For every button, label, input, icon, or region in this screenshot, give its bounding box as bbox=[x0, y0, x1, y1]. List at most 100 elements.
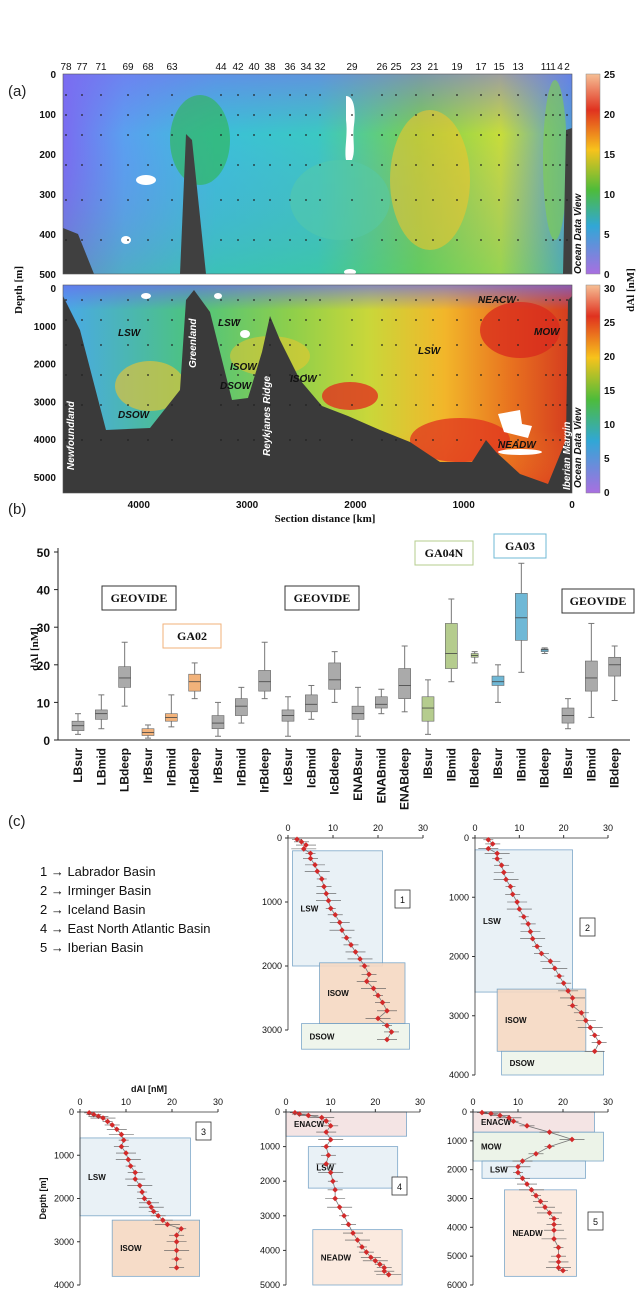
sample-dot bbox=[65, 299, 67, 301]
profile-point bbox=[336, 1204, 343, 1210]
boxplot-box bbox=[305, 684, 318, 720]
sample-dot bbox=[456, 114, 458, 116]
boxplot-iqr bbox=[118, 666, 131, 688]
profile-point bbox=[515, 1169, 521, 1176]
profile-ytick-label: 2000 bbox=[447, 1165, 467, 1175]
sample-dot bbox=[351, 299, 353, 301]
panel-a-xlabel: Section distance [km] bbox=[275, 513, 376, 525]
sample-dot bbox=[498, 374, 500, 376]
sample-dot bbox=[289, 164, 291, 166]
label-reykjanes-ridge: Reykjanes Ridge bbox=[262, 376, 273, 456]
profile-point bbox=[591, 1032, 598, 1039]
sample-dot bbox=[220, 94, 222, 96]
sample-dot bbox=[480, 134, 482, 136]
profile-point bbox=[354, 1237, 361, 1243]
sample-dot bbox=[395, 374, 397, 376]
sample-dot bbox=[517, 374, 519, 376]
sample-dot bbox=[432, 114, 434, 116]
profile-point bbox=[555, 1253, 562, 1259]
boxplot-category-label: IcBdeep bbox=[328, 748, 342, 795]
bottom-depth-tick: 4000 bbox=[34, 435, 57, 446]
boxplot-iqr bbox=[258, 670, 271, 692]
station-number: 63 bbox=[166, 62, 178, 73]
sample-dot bbox=[415, 134, 417, 136]
water-mass-box bbox=[301, 1023, 410, 1050]
sample-dot bbox=[65, 319, 67, 321]
profile-ytick-label: 1000 bbox=[54, 1150, 74, 1160]
panel-c-label: (c) bbox=[8, 813, 26, 830]
sample-dot bbox=[498, 344, 500, 346]
sample-dot bbox=[545, 299, 547, 301]
basin-legend-line: 1 → Labrador Basin bbox=[40, 864, 156, 879]
sample-dot bbox=[269, 134, 271, 136]
boxplot-ylabel: dAl [nM] bbox=[29, 627, 41, 671]
profile-point bbox=[323, 1143, 330, 1150]
boxplot-box bbox=[235, 686, 248, 724]
station-number: 23 bbox=[410, 62, 422, 73]
sample-dot bbox=[171, 319, 173, 321]
boxplot-iqr bbox=[188, 673, 201, 692]
group-label: GEOVIDE bbox=[570, 594, 627, 608]
boxplot-category-labels: LBsur LBmid LBdeep IrBsur IrBmid IrBdeep IrBsu… bbox=[71, 748, 622, 810]
boxplot-category-label: IBdeep bbox=[538, 748, 552, 788]
sample-dot bbox=[237, 404, 239, 406]
bottom-depth-tick: 5000 bbox=[34, 473, 57, 484]
boxplot-ytick-label: 40 bbox=[37, 584, 51, 598]
profile-ytick-label: 3000 bbox=[260, 1211, 280, 1221]
sample-dot bbox=[381, 134, 383, 136]
profile-point bbox=[514, 899, 520, 905]
sample-dot bbox=[498, 439, 500, 441]
sample-dot bbox=[566, 94, 568, 96]
station-number: 34 bbox=[300, 62, 312, 73]
profile-xtick-label: 20 bbox=[370, 1097, 380, 1107]
profile-point bbox=[323, 890, 330, 897]
sample-dot bbox=[127, 199, 129, 201]
water-mass-label: MOW bbox=[481, 1143, 502, 1152]
sample-dot bbox=[395, 439, 397, 441]
profile-point bbox=[507, 883, 514, 890]
sample-dot bbox=[566, 404, 568, 406]
profile-point bbox=[524, 1123, 530, 1129]
sample-dot bbox=[171, 344, 173, 346]
sample-dot bbox=[220, 344, 222, 346]
water-mass-box bbox=[307, 1146, 399, 1189]
profile-point bbox=[323, 1118, 330, 1124]
profile-point bbox=[551, 1215, 557, 1222]
sample-dot bbox=[351, 239, 353, 241]
colorbar-top bbox=[585, 73, 601, 275]
sample-dot bbox=[498, 319, 500, 321]
station-number: 25 bbox=[390, 62, 402, 73]
sample-dot bbox=[81, 114, 83, 116]
profile-ytick-label: 0 bbox=[275, 1107, 280, 1117]
sample-dot bbox=[147, 134, 149, 136]
sample-dot bbox=[351, 404, 353, 406]
profile-point bbox=[178, 1225, 185, 1232]
station-number: 21 bbox=[427, 62, 439, 73]
sample-dot bbox=[171, 404, 173, 406]
profile-point bbox=[520, 913, 527, 920]
sample-dot bbox=[171, 164, 173, 166]
boxplot-iqr bbox=[491, 675, 505, 686]
sample-dot bbox=[269, 199, 271, 201]
top-depth-tick: 0 bbox=[50, 70, 56, 81]
colorbar-tick: 0 bbox=[604, 488, 610, 499]
sample-dot bbox=[100, 404, 102, 406]
sample-dot bbox=[395, 299, 397, 301]
sample-dot bbox=[171, 439, 173, 441]
sample-dot bbox=[237, 344, 239, 346]
sample-dot bbox=[289, 199, 291, 201]
label-lsw-1: LSW bbox=[118, 328, 142, 339]
sample-dot bbox=[395, 344, 397, 346]
sample-dot bbox=[147, 404, 149, 406]
profile-point bbox=[488, 1110, 494, 1117]
sample-dot bbox=[127, 94, 129, 96]
profile-point bbox=[375, 992, 381, 999]
profile-point bbox=[370, 985, 377, 992]
boxplot-box bbox=[211, 701, 225, 737]
sample-dot bbox=[415, 319, 417, 321]
profile-point bbox=[173, 1232, 180, 1239]
colorbar-tick: 30 bbox=[604, 284, 616, 295]
boxplot-box bbox=[398, 645, 411, 713]
sample-dot bbox=[517, 134, 519, 136]
